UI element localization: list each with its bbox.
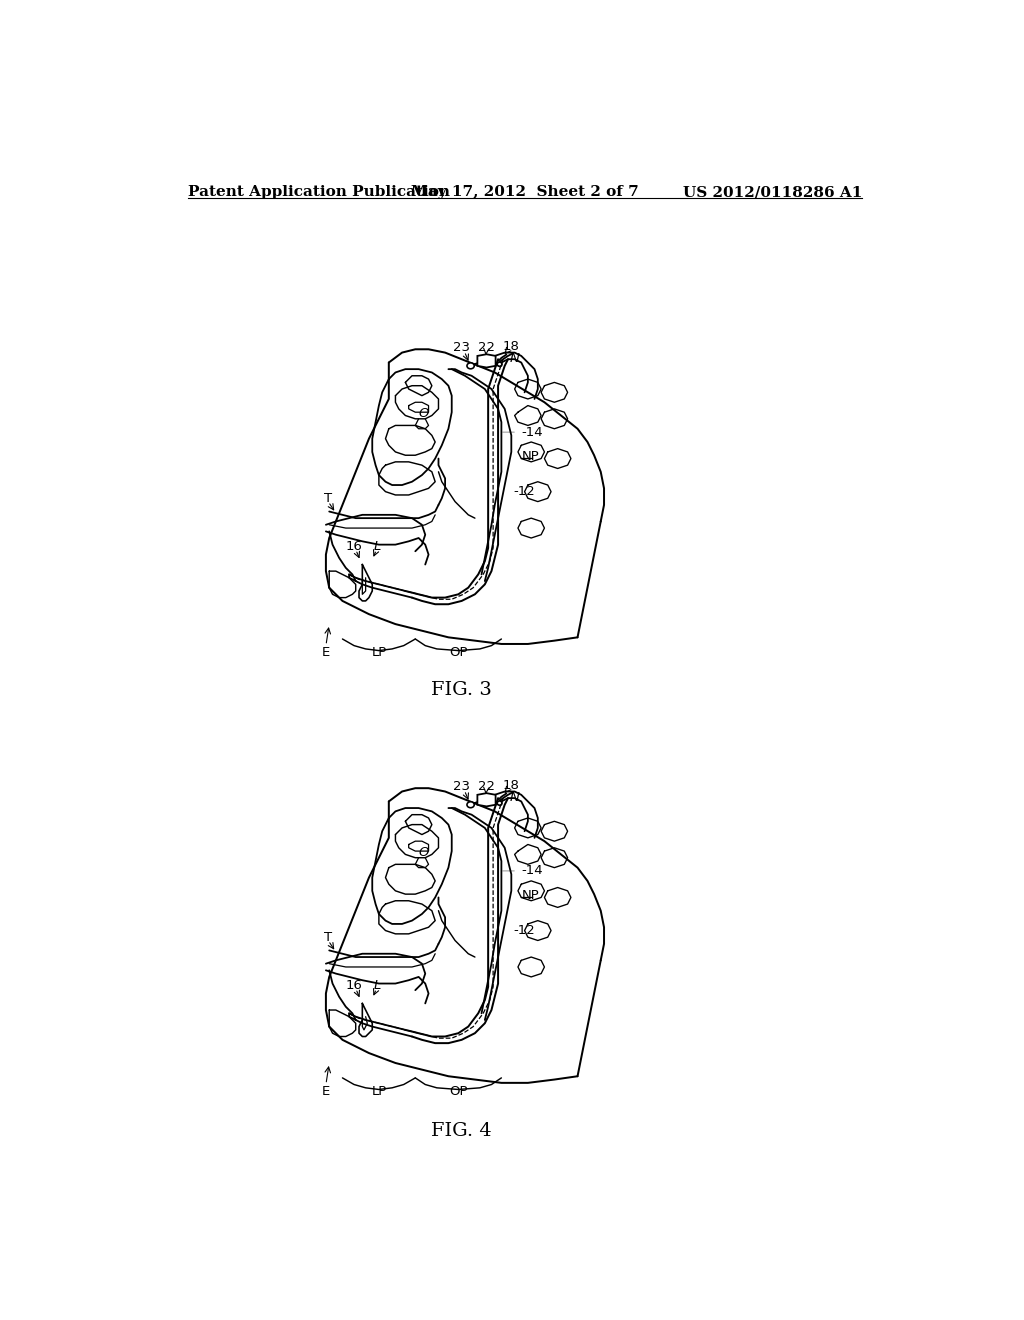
- Text: 16: 16: [346, 978, 362, 991]
- Text: 22: 22: [478, 341, 495, 354]
- Text: O: O: [419, 408, 429, 420]
- Text: NP: NP: [521, 888, 539, 902]
- Text: 23: 23: [454, 341, 470, 354]
- Text: FIG. 4: FIG. 4: [431, 1122, 493, 1140]
- Text: -14: -14: [521, 865, 543, 878]
- Text: 16: 16: [346, 540, 362, 553]
- Text: L: L: [374, 540, 381, 553]
- Ellipse shape: [467, 363, 474, 368]
- Text: E: E: [322, 1085, 330, 1098]
- Text: N: N: [510, 351, 519, 364]
- Text: 18: 18: [502, 779, 519, 792]
- Text: OP: OP: [450, 645, 468, 659]
- Text: T: T: [324, 492, 332, 504]
- Ellipse shape: [467, 801, 474, 808]
- Text: L: L: [374, 978, 381, 991]
- Text: LP: LP: [372, 645, 386, 659]
- Text: NP: NP: [521, 450, 539, 463]
- Text: 23: 23: [454, 780, 470, 793]
- Text: OP: OP: [450, 1085, 468, 1098]
- Text: FIG. 3: FIG. 3: [431, 681, 493, 698]
- Polygon shape: [477, 793, 496, 807]
- Text: US 2012/0118286 A1: US 2012/0118286 A1: [683, 185, 862, 199]
- Text: -12: -12: [513, 486, 535, 498]
- Text: -12: -12: [513, 924, 535, 937]
- Text: May 17, 2012  Sheet 2 of 7: May 17, 2012 Sheet 2 of 7: [411, 185, 639, 199]
- Text: 18: 18: [502, 341, 519, 354]
- Text: N: N: [510, 791, 519, 804]
- Text: LP: LP: [372, 1085, 386, 1098]
- Text: T: T: [324, 931, 332, 944]
- Text: 22: 22: [478, 780, 495, 793]
- Text: O: O: [419, 846, 429, 859]
- Text: E: E: [322, 645, 330, 659]
- Polygon shape: [477, 354, 496, 367]
- Text: Patent Application Publication: Patent Application Publication: [188, 185, 451, 199]
- Text: -14: -14: [521, 425, 543, 438]
